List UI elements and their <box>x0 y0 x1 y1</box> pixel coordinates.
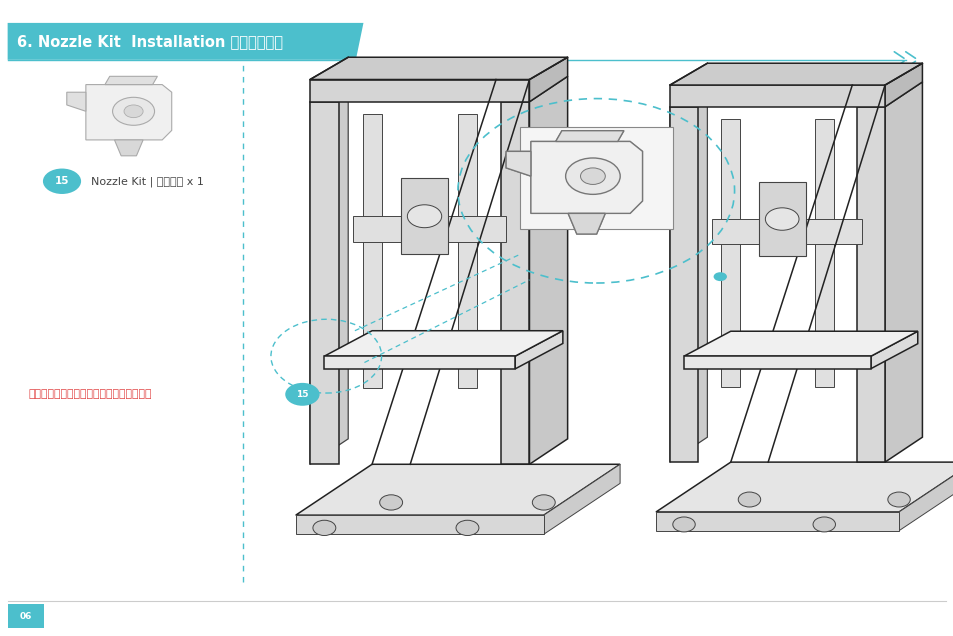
Circle shape <box>579 168 604 184</box>
Circle shape <box>764 208 799 230</box>
Polygon shape <box>884 82 922 462</box>
Circle shape <box>738 492 760 507</box>
Polygon shape <box>669 107 698 462</box>
Circle shape <box>379 495 402 510</box>
Polygon shape <box>529 57 567 102</box>
Text: Nozzle Kit | 喂头组件 x 1: Nozzle Kit | 喂头组件 x 1 <box>91 176 203 186</box>
Polygon shape <box>295 515 543 534</box>
Polygon shape <box>758 182 804 256</box>
Circle shape <box>407 205 441 228</box>
Circle shape <box>112 97 154 125</box>
Polygon shape <box>711 219 861 244</box>
Polygon shape <box>543 464 619 534</box>
Polygon shape <box>530 141 641 213</box>
Polygon shape <box>529 76 567 464</box>
Polygon shape <box>310 57 567 80</box>
Polygon shape <box>669 82 706 462</box>
Text: 6. Nozzle Kit  Installation 喂头组件安装: 6. Nozzle Kit Installation 喂头组件安装 <box>17 34 283 49</box>
Polygon shape <box>86 85 172 140</box>
Polygon shape <box>400 178 448 254</box>
Circle shape <box>812 517 835 532</box>
Text: 路丝已固定在喂头组件上，用户需自行拆装: 路丝已固定在喂头组件上，用户需自行拆装 <box>29 389 152 399</box>
Polygon shape <box>656 462 953 512</box>
Polygon shape <box>683 331 917 356</box>
Polygon shape <box>295 464 619 515</box>
Polygon shape <box>720 120 740 387</box>
Text: 15: 15 <box>295 390 309 399</box>
Polygon shape <box>310 80 529 102</box>
Polygon shape <box>515 331 562 369</box>
Polygon shape <box>505 151 530 176</box>
Polygon shape <box>530 141 641 213</box>
Polygon shape <box>656 512 898 530</box>
Polygon shape <box>362 114 381 388</box>
Polygon shape <box>67 92 86 111</box>
Polygon shape <box>568 213 604 234</box>
Circle shape <box>456 520 478 536</box>
Polygon shape <box>856 107 884 462</box>
Polygon shape <box>555 131 623 141</box>
Polygon shape <box>105 76 157 85</box>
Polygon shape <box>310 102 338 464</box>
Circle shape <box>43 169 81 194</box>
Polygon shape <box>310 76 348 464</box>
Polygon shape <box>324 356 515 369</box>
Text: 06: 06 <box>20 612 31 621</box>
Circle shape <box>565 158 619 195</box>
Circle shape <box>887 492 909 507</box>
Circle shape <box>565 158 619 195</box>
Polygon shape <box>898 462 953 530</box>
Circle shape <box>124 105 143 118</box>
Polygon shape <box>669 63 922 85</box>
Circle shape <box>672 517 695 532</box>
Polygon shape <box>568 213 604 234</box>
Polygon shape <box>324 331 562 356</box>
Circle shape <box>713 272 726 281</box>
Polygon shape <box>353 216 505 242</box>
Polygon shape <box>814 120 833 387</box>
Polygon shape <box>519 127 672 229</box>
Polygon shape <box>457 114 476 388</box>
FancyBboxPatch shape <box>8 604 44 628</box>
Polygon shape <box>683 356 870 369</box>
Circle shape <box>579 168 604 184</box>
Polygon shape <box>500 102 529 464</box>
Polygon shape <box>8 23 363 60</box>
Polygon shape <box>870 331 917 369</box>
Polygon shape <box>555 131 623 141</box>
Text: 15: 15 <box>54 176 70 186</box>
Circle shape <box>313 520 335 536</box>
Circle shape <box>532 495 555 510</box>
Polygon shape <box>114 140 143 156</box>
Polygon shape <box>669 85 884 107</box>
Polygon shape <box>884 63 922 107</box>
Polygon shape <box>505 151 530 176</box>
Circle shape <box>285 383 319 406</box>
